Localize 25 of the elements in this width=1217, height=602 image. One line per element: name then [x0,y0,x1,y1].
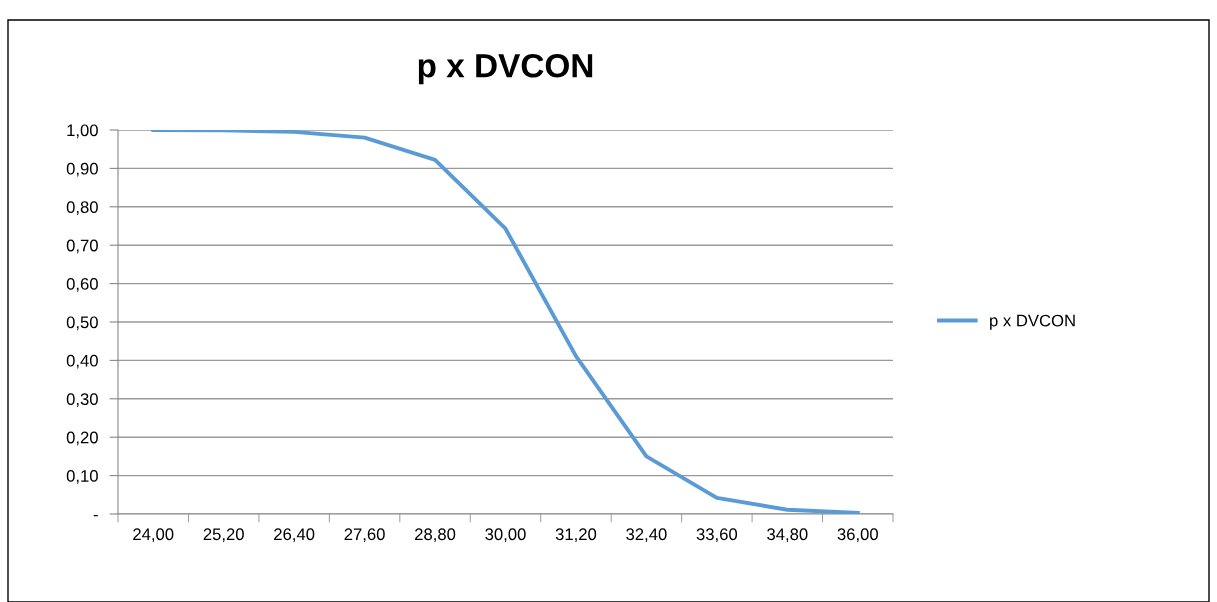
y-tick-label: 0,80 [66,201,98,215]
x-tick-label: 26,40 [274,528,315,543]
x-tick-label: 34,80 [767,528,808,543]
x-tick-label: 30,00 [485,528,526,543]
y-tick-label: 0,70 [66,239,98,254]
y-tick-label: 0,20 [66,431,98,446]
chart-title: p x DVCON [418,53,593,85]
x-tick-label: 25,20 [203,528,244,543]
y-tick-label: - [93,514,98,517]
x-tick-label: 33,60 [696,528,738,543]
y-tick-label: 0,40 [66,354,98,369]
y-tick-label: 0,60 [66,278,98,292]
y-tick-label: 1,00 [67,124,98,139]
legend-label: p x DVCON [990,314,1075,330]
y-tick-label: 0,90 [66,162,98,177]
x-tick-label: 24,00 [133,528,174,543]
x-tick-label: 28,80 [415,528,456,543]
line-series [151,130,860,514]
x-tick-label: 32,40 [626,528,667,543]
y-tick-label: 0,10 [66,470,98,484]
x-tick-label: 36,00 [837,528,878,543]
y-tick-label: 0,50 [66,316,98,331]
y-tick-label: 0,30 [66,393,98,407]
x-tick-label: 27,60 [344,528,385,543]
x-tick-label: 31,20 [555,528,597,543]
